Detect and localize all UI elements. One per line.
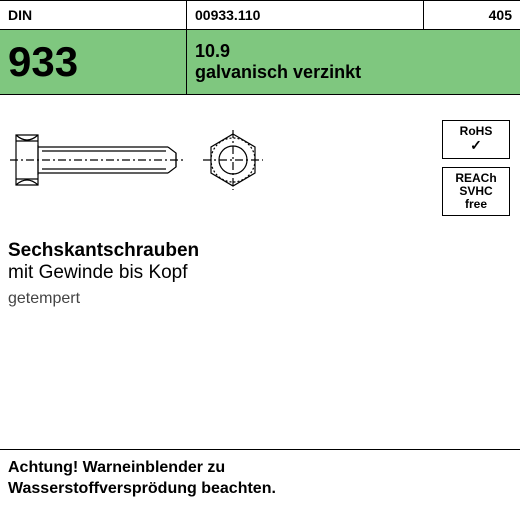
reach-line1: REACh — [445, 172, 507, 185]
divider — [0, 449, 520, 450]
desc-subtitle: mit Gewinde bis Kopf — [8, 262, 520, 284]
rohs-badge: RoHS — [442, 120, 510, 159]
desc-title: Sechskantschrauben — [8, 240, 520, 262]
spec-details: 10.9 galvanisch verzinkt — [187, 30, 520, 94]
warning-line1: Achtung! Warneinblender zu — [8, 458, 276, 479]
reach-line2: SVHC — [445, 185, 507, 198]
reach-line3: free — [445, 198, 507, 211]
header-ref: 405 — [424, 1, 520, 29]
header-standard: DIN — [0, 1, 187, 29]
desc-note: getempert — [8, 290, 520, 308]
warning-line2: Wasserstoffversprödung beachten. — [8, 479, 276, 500]
bolt-svg — [8, 115, 288, 205]
header-row: DIN 00933.110 405 — [0, 0, 520, 30]
din-number: 933 — [0, 30, 187, 94]
strength-class: 10.9 — [195, 41, 512, 62]
compliance-badges: RoHS REACh SVHC free — [442, 120, 510, 216]
warning-text: Achtung! Warneinblender zu Wasserstoffve… — [8, 458, 276, 500]
reach-badge: REACh SVHC free — [442, 167, 510, 217]
header-code: 00933.110 — [187, 1, 424, 29]
datasheet-card: DIN 00933.110 405 933 10.9 galvanisch ve… — [0, 0, 520, 520]
spec-row: 933 10.9 galvanisch verzinkt — [0, 30, 520, 95]
description: Sechskantschrauben mit Gewinde bis Kopf … — [8, 240, 520, 308]
coating: galvanisch verzinkt — [195, 62, 512, 83]
